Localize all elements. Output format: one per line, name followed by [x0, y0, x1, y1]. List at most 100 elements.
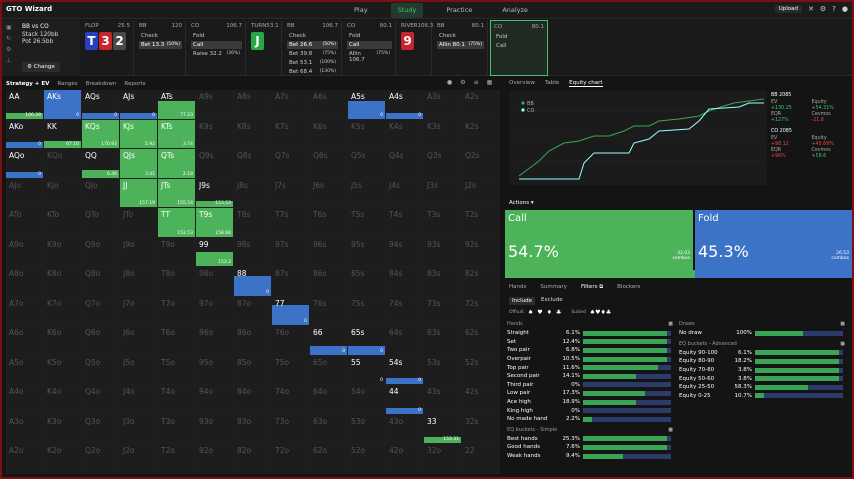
filter-row[interactable]: Equity 50-60 3.8%	[677, 374, 845, 383]
hand-cell[interactable]: A2s	[462, 90, 500, 120]
street-column[interactable]: BB 80.1 Check Allin 80.1 (75%)	[434, 20, 488, 76]
filter-row[interactable]: Weak hands 9.4%	[505, 452, 673, 461]
hand-cell[interactable]: 96o	[196, 326, 234, 356]
hand-cell[interactable]: A8o	[6, 267, 44, 297]
hand-cell[interactable]: 3.41 QJs	[120, 149, 158, 179]
hand-cell[interactable]: K6s	[310, 119, 348, 149]
hand-cell[interactable]: 63s	[424, 326, 462, 356]
hand-cell[interactable]: 85s	[348, 267, 386, 297]
hand-cell[interactable]: A9o	[6, 237, 44, 267]
settings-small-icon[interactable]: ⚙	[6, 46, 12, 53]
hand-cell[interactable]: 0 55	[348, 355, 386, 385]
hand-cell[interactable]: 77.23 ATs	[158, 90, 196, 120]
hand-cell[interactable]: 0 AKo	[6, 119, 44, 149]
hand-cell[interactable]: A5o	[6, 355, 44, 385]
street-column[interactable]: BB 106.7 Check Bet 26.6 (50%) Bet 39.8 (75%) Be…	[284, 20, 342, 76]
club-icon[interactable]: ♣	[556, 309, 562, 316]
hand-cell[interactable]: Q8s	[234, 149, 272, 179]
action-option[interactable]: Check	[139, 32, 182, 40]
reports-tab[interactable]: Reports	[124, 81, 146, 87]
hand-cell[interactable]: K5o	[44, 355, 82, 385]
hand-cell[interactable]: AJo	[6, 178, 44, 208]
hand-cell[interactable]: 0 AQo	[6, 149, 44, 179]
action-option[interactable]: Check	[437, 32, 484, 40]
hand-cell[interactable]: 5.92 KJs	[120, 119, 158, 149]
hand-cell[interactable]: 0 66	[310, 326, 348, 356]
hand-cell[interactable]: 74o	[272, 385, 310, 415]
hand-cell[interactable]: K7o	[44, 296, 82, 326]
suited-spade-icon[interactable]: ♠♥♦♣	[589, 309, 612, 316]
hand-cell[interactable]: Q2o	[82, 444, 120, 474]
hand-cell[interactable]: 43o	[386, 414, 424, 444]
hand-cell[interactable]: 72s	[462, 296, 500, 326]
hand-cell[interactable]: Q9s	[196, 149, 234, 179]
change-button[interactable]: ⚙ Change	[22, 62, 60, 72]
hand-cell[interactable]: 0 77	[272, 296, 310, 326]
upload-button[interactable]: Upload	[774, 5, 803, 13]
hand-cell[interactable]: Q7o	[82, 296, 120, 326]
hand-cell[interactable]: J6s	[310, 178, 348, 208]
eq-adv-toggle-icon[interactable]: ■	[840, 340, 845, 347]
action-option[interactable]: Call	[347, 41, 392, 49]
hand-cell[interactable]: J5o	[120, 355, 158, 385]
hand-cell[interactable]: 0 A5s	[348, 90, 386, 120]
hand-cell[interactable]: J4o	[120, 385, 158, 415]
fold-action-box[interactable]: Fold 45.3% 26.53 combos	[695, 210, 852, 273]
hand-cell[interactable]: 0 AQs	[82, 90, 120, 120]
hand-cell[interactable]: J5s	[348, 178, 386, 208]
street-column[interactable]: FLOP 25.5 T 3 2	[82, 20, 134, 76]
hand-cell[interactable]: 82o	[234, 444, 272, 474]
hand-cell[interactable]: Q8o	[82, 267, 120, 297]
hand-cell[interactable]: 63o	[310, 414, 348, 444]
tab-blockers[interactable]: Blockers	[617, 284, 641, 290]
hand-cell[interactable]: QJo	[82, 178, 120, 208]
street-column[interactable]: BB 120 Check Bet 13.3 (50%)	[136, 20, 186, 76]
tab-table[interactable]: Table	[544, 80, 560, 86]
tab-overview[interactable]: Overview	[509, 80, 535, 86]
filter-row[interactable]: No draw 100%	[677, 329, 845, 338]
hand-cell[interactable]: K6o	[44, 326, 82, 356]
hand-cell[interactable]: 73s	[424, 296, 462, 326]
hand-cell[interactable]: 0 AKs	[44, 90, 82, 120]
hand-cell[interactable]: A7s	[272, 90, 310, 120]
hand-cell[interactable]: T9o	[158, 237, 196, 267]
include-tab[interactable]: Include	[509, 297, 536, 305]
hand-cell[interactable]: 84o	[234, 385, 272, 415]
hand-cell[interactable]: Q5s	[348, 149, 386, 179]
hand-cell[interactable]: 62s	[462, 326, 500, 356]
hand-cell[interactable]: 157.19 JJ	[120, 178, 158, 208]
hand-cell[interactable]: Q6o	[82, 326, 120, 356]
filter-row[interactable]: Equity 25-50 58.3%	[677, 383, 845, 392]
action-option[interactable]: Bet 68.4 (130%)	[287, 68, 338, 76]
hand-cell[interactable]: JTo	[120, 208, 158, 238]
ranges-tab[interactable]: Ranges	[57, 81, 78, 87]
hand-cell[interactable]: 158.68 T9s	[196, 208, 234, 238]
breakdown-tab[interactable]: Breakdown	[85, 81, 117, 87]
filter-row[interactable]: Ace high 18.9%	[505, 398, 673, 407]
settings-grid-icon[interactable]: ⚙	[460, 79, 466, 86]
hand-cell[interactable]: 74s	[386, 296, 424, 326]
hand-cell[interactable]: 3.74 KTs	[158, 119, 196, 149]
hand-cell[interactable]: 82s	[462, 267, 500, 297]
hand-cell[interactable]: J7s	[272, 178, 310, 208]
hand-cell[interactable]: T5o	[158, 355, 196, 385]
action-option[interactable]: Bet 26.6 (50%)	[287, 41, 338, 49]
filter-row[interactable]: Top pair 11.6%	[505, 363, 673, 372]
action-option[interactable]: Bet 13.3 (50%)	[139, 41, 182, 49]
actions-dropdown[interactable]: Actions ▾	[509, 200, 534, 206]
hand-cell[interactable]: 87o	[234, 296, 272, 326]
hand-cell[interactable]: 42o	[386, 444, 424, 474]
hand-cell[interactable]: 54o	[348, 385, 386, 415]
filter-row[interactable]: Best hands 25.3%	[505, 435, 673, 444]
hand-cell[interactable]: Q3o	[82, 414, 120, 444]
avatar-icon[interactable]: ●	[841, 5, 848, 13]
hand-cell[interactable]: 64o	[310, 385, 348, 415]
hand-cell[interactable]: 95s	[348, 237, 386, 267]
hand-cell[interactable]: 72o	[272, 444, 310, 474]
hand-cell[interactable]: T7s	[272, 208, 310, 238]
hand-cell[interactable]: K8s	[234, 119, 272, 149]
action-option[interactable]: Raise 32.2 (36%)	[191, 50, 242, 58]
tab-equity-chart[interactable]: Equity chart	[569, 80, 603, 87]
tab-summary[interactable]: Summary	[540, 284, 567, 290]
exclude-tab[interactable]: Exclude	[541, 297, 563, 303]
